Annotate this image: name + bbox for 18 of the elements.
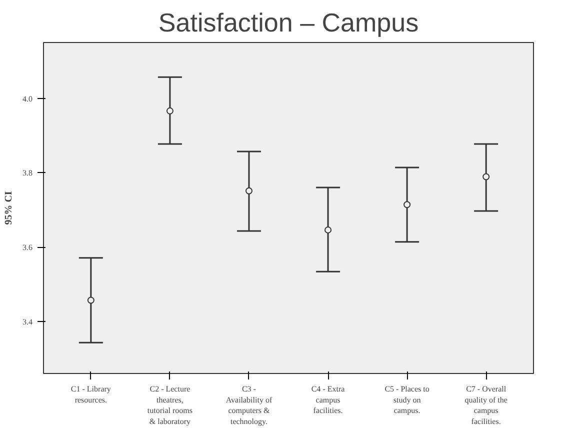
point — [87, 296, 94, 304]
y-tick-label: 3.4 — [22, 317, 32, 326]
point — [324, 226, 332, 234]
x-tick-label: C3 - Availability of computers & technology. — [226, 384, 272, 426]
x-tick-label: C1 - Library resources. — [70, 384, 111, 404]
x-tick-label: C2 - Lecture theatres, tutorial rooms & laboratory — [147, 384, 193, 426]
chart-title: Satisfaction – Campus — [158, 8, 419, 38]
point — [482, 173, 490, 180]
point — [404, 201, 411, 208]
x-tick-label: C5 - Places to study on campus. — [384, 384, 430, 416]
y-tick-label: 3.8 — [22, 168, 32, 178]
y-tick-label: 3.6 — [22, 243, 32, 252]
x-tick-label: C7 - Overall quality of the campus facilities. — [464, 384, 508, 426]
point — [245, 187, 252, 194]
point — [166, 107, 174, 114]
y-tick-label: 4.0 — [22, 94, 32, 104]
x-tick-label: C4 - Extra campus facilities. — [311, 384, 346, 416]
y-axis-title: 95% CI — [4, 191, 14, 225]
